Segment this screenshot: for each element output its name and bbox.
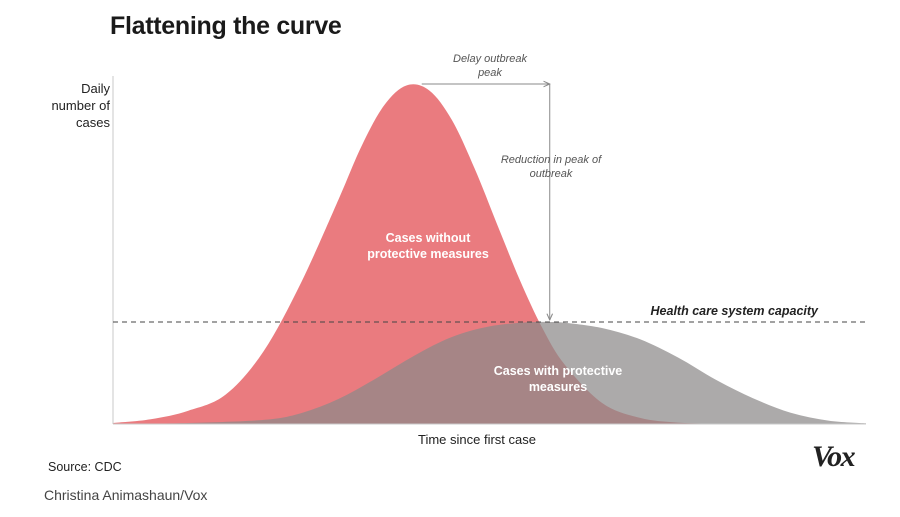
vox-logo: Vox xyxy=(812,440,856,473)
series-label-2-line-2: measures xyxy=(529,380,587,394)
x-axis-label: Time since first case xyxy=(418,432,536,447)
y-axis-label-line-2: number of xyxy=(51,98,110,113)
series-area-1 xyxy=(113,84,866,424)
series-label-1-line-1: Cases without xyxy=(386,231,472,245)
delay-label-line-2: peak xyxy=(477,67,502,79)
series-label-1-line-2: protective measures xyxy=(367,247,489,261)
source-note: Source: CDC xyxy=(48,460,122,474)
delay-label-line-1: Delay outbreak xyxy=(453,53,527,65)
reduction-label-line-1: Reduction in peak of xyxy=(501,154,602,166)
y-axis-label: Daily number of cases xyxy=(40,80,110,131)
y-axis-label-line-3: cases xyxy=(76,115,110,130)
reduction-label-line-2: outbreak xyxy=(530,168,573,180)
y-axis-label-line-1: Daily xyxy=(81,81,110,96)
capacity-label: Health care system capacity xyxy=(651,304,820,318)
series-label-2-line-1: Cases with protective xyxy=(494,364,623,378)
chart-title: Flattening the curve xyxy=(110,12,342,40)
series-area-2 xyxy=(113,321,866,424)
credit-line: Christina Animashaun/Vox xyxy=(44,487,208,503)
